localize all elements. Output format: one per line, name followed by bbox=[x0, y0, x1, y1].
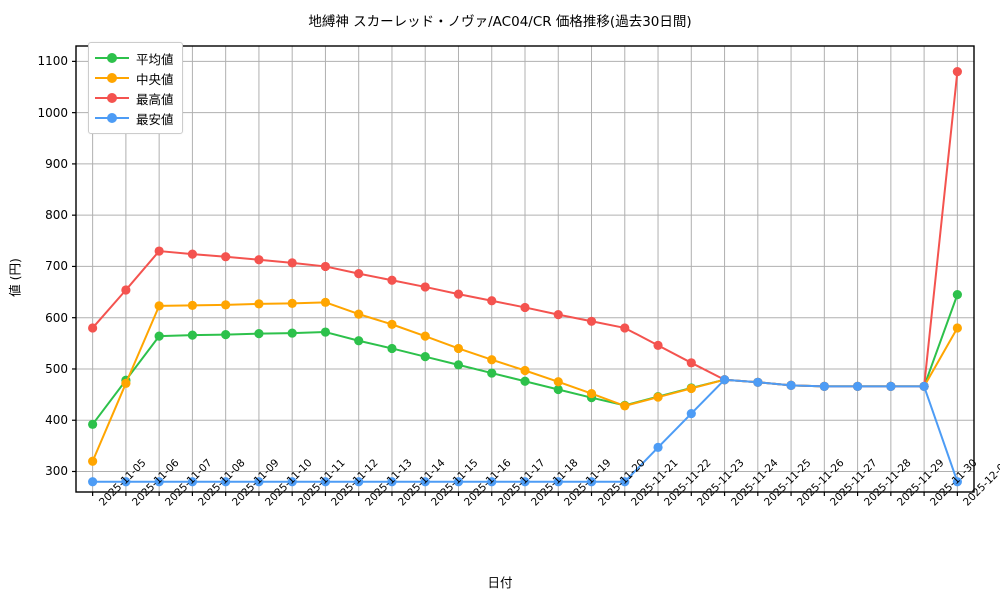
legend-color-swatch-icon bbox=[95, 111, 129, 125]
y-tick-label: 600 bbox=[45, 310, 68, 325]
legend-item[interactable]: 最高値 bbox=[95, 88, 174, 108]
y-tick-label: 1000 bbox=[37, 105, 68, 120]
y-tick-label: 300 bbox=[45, 464, 68, 479]
legend-item-label: 最安値 bbox=[136, 111, 174, 127]
series-2 bbox=[88, 297, 962, 466]
y-axis-label: 値 (円) bbox=[7, 258, 23, 297]
legend-item[interactable]: 平均値 bbox=[95, 48, 174, 68]
y-tick-label: 700 bbox=[45, 259, 68, 274]
grid-lines bbox=[76, 46, 974, 492]
chart-legend: 平均値中央値最高値最安値 bbox=[88, 42, 183, 134]
y-tick-label: 1100 bbox=[37, 54, 68, 69]
legend-item[interactable]: 中央値 bbox=[95, 68, 174, 88]
y-tick-label: 800 bbox=[45, 208, 68, 223]
y-tick-label: 500 bbox=[45, 361, 68, 376]
x-axis-label: 日付 bbox=[487, 575, 513, 590]
legend-item-label: 最高値 bbox=[136, 91, 174, 107]
page-title: 地縛神 スカーレッド・ノヴァ/AC04/CR 価格推移(過去30日間) bbox=[308, 14, 692, 30]
legend-item[interactable]: 最安値 bbox=[95, 108, 174, 128]
y-tick-label: 900 bbox=[45, 156, 68, 171]
y-tick-label: 400 bbox=[45, 413, 68, 428]
legend-item-label: 平均値 bbox=[136, 51, 174, 67]
axis-ticks bbox=[72, 60, 958, 496]
series-4 bbox=[88, 375, 962, 487]
legend-color-swatch-icon bbox=[95, 91, 129, 105]
legend-color-swatch-icon bbox=[95, 71, 129, 85]
legend-color-swatch-icon bbox=[95, 51, 129, 65]
legend-item-label: 中央値 bbox=[136, 71, 174, 87]
